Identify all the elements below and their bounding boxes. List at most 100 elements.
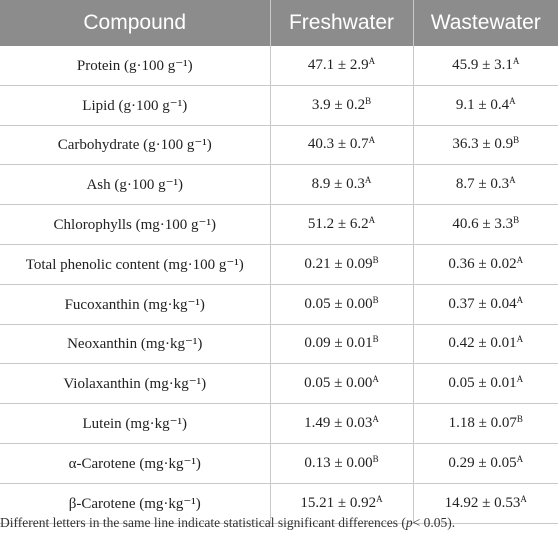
freshwater-significance-letter: B — [372, 453, 379, 464]
wastewater-significance-letter: A — [516, 254, 524, 265]
wastewater-cell: 0.42 ± 0.01A — [413, 324, 558, 365]
table-row: Lutein (mg·kg⁻¹) 1.49 ± 0.03A 1.18 ± 0.07B — [0, 403, 558, 444]
freshwater-significance-letter: A — [372, 414, 379, 425]
compound-label: Carbohydrate (g·100 g⁻¹) — [57, 137, 212, 154]
table-body: Protein (g·100 g⁻¹) 47.1 ± 2.9A 45.9 ± 3.1… — [0, 46, 558, 524]
freshwater-significance-letter: A — [368, 135, 376, 146]
wastewater-value: 40.6 ± 3.3 — [452, 216, 514, 233]
wastewater-value: 45.9 ± 3.1 — [452, 56, 513, 73]
freshwater-value: 51.2 ± 6.2 — [307, 216, 369, 233]
freshwater-cell: 40.3 ± 0.7A — [270, 125, 414, 166]
table-row: Chlorophylls (mg·100 g⁻¹) 51.2 ± 6.2A 40.6… — [0, 204, 558, 245]
freshwater-significance-letter: B — [372, 254, 379, 265]
wastewater-cell: 0.05 ± 0.01A — [413, 363, 558, 405]
wastewater-value: 1.18 ± 0.07 — [448, 415, 517, 432]
compound-cell: α-Carotene (mg·kg⁻¹) — [0, 443, 271, 484]
freshwater-value: 15.21 ± 0.92 — [300, 494, 377, 511]
table-row: Carbohydrate (g·100 g⁻¹) 40.3 ± 0.7A 36.3 … — [0, 125, 558, 166]
compound-cell: Protein (g·100 g⁻¹) — [0, 46, 271, 86]
freshwater-significance-letter: A — [368, 55, 376, 66]
wastewater-value: 14.92 ± 0.53 — [444, 494, 521, 511]
compound-label: β-Carotene (mg·kg⁻¹) — [68, 495, 201, 512]
compound-label: Chlorophylls (mg·100 g⁻¹) — [53, 217, 216, 234]
freshwater-value: 3.9 ± 0.2 — [311, 96, 366, 113]
freshwater-cell: 51.2 ± 6.2A — [270, 204, 414, 245]
freshwater-value: 0.13 ± 0.00 — [304, 454, 373, 471]
compound-cell: Lipid (g·100 g⁻¹) — [0, 85, 271, 126]
wastewater-significance-letter: A — [509, 175, 516, 186]
freshwater-significance-letter: A — [368, 215, 376, 226]
wastewater-cell: 36.3 ± 0.9B — [413, 125, 558, 166]
table-row: β-Carotene (mg·kg⁻¹) 15.21 ± 0.92A 14.92 ±… — [0, 483, 558, 524]
compound-cell: Chlorophylls (mg·100 g⁻¹) — [0, 204, 271, 245]
wastewater-significance-letter: A — [516, 294, 524, 305]
freshwater-cell: 0.21 ± 0.09B — [270, 244, 414, 285]
freshwater-value: 40.3 ± 0.7 — [307, 136, 369, 153]
wastewater-significance-letter: B — [513, 135, 520, 146]
freshwater-cell: 8.9 ± 0.3A — [270, 164, 414, 206]
compound-cell: Ash (g·100 g⁻¹) — [0, 164, 271, 206]
wastewater-value: 0.29 ± 0.05 — [448, 454, 517, 471]
wastewater-significance-letter: A — [516, 453, 524, 464]
wastewater-cell: 8.7 ± 0.3A — [413, 164, 558, 206]
table-row: Ash (g·100 g⁻¹) 8.9 ± 0.3A 8.7 ± 0.3A — [0, 164, 558, 206]
header-freshwater: Freshwater — [270, 0, 414, 46]
compound-label: Protein (g·100 g⁻¹) — [76, 57, 193, 74]
wastewater-value: 0.36 ± 0.02 — [448, 255, 517, 272]
wastewater-cell: 9.1 ± 0.4A — [413, 85, 558, 126]
wastewater-value: 0.42 ± 0.01 — [448, 335, 517, 352]
wastewater-cell: 0.37 ± 0.04A — [413, 284, 558, 325]
wastewater-value: 0.37 ± 0.04 — [448, 295, 517, 312]
freshwater-cell: 0.13 ± 0.00B — [270, 443, 414, 484]
header-wastewater: Wastewater — [413, 0, 558, 46]
freshwater-cell: 0.05 ± 0.00A — [270, 363, 414, 405]
wastewater-cell: 0.29 ± 0.05A — [413, 443, 558, 484]
wastewater-cell: 0.36 ± 0.02A — [413, 244, 558, 285]
freshwater-significance-letter: A — [364, 175, 372, 186]
compound-cell: Violaxanthin (mg·kg⁻¹) — [0, 363, 271, 405]
compound-cell: Total phenolic content (mg·100 g⁻¹) — [0, 244, 271, 285]
freshwater-significance-letter: B — [372, 334, 379, 345]
freshwater-cell: 0.05 ± 0.00B — [270, 284, 414, 325]
footnote-text-end: < 0.05). — [412, 515, 456, 530]
freshwater-value: 8.9 ± 0.3 — [311, 176, 365, 193]
compound-label: Ash (g·100 g⁻¹) — [86, 177, 184, 194]
compound-cell: β-Carotene (mg·kg⁻¹) — [0, 483, 271, 524]
table-row: Violaxanthin (mg·kg⁻¹) 0.05 ± 0.00A 0.05 ±… — [0, 363, 558, 405]
compound-label: Lipid (g·100 g⁻¹) — [82, 97, 188, 114]
table-row: Protein (g·100 g⁻¹) 47.1 ± 2.9A 45.9 ± 3.1… — [0, 46, 558, 86]
freshwater-value: 0.09 ± 0.01 — [304, 335, 373, 352]
compound-label: Neoxanthin (mg·kg⁻¹) — [67, 336, 203, 353]
freshwater-cell: 15.21 ± 0.92A — [270, 483, 414, 524]
wastewater-value: 9.1 ± 0.4 — [455, 96, 510, 113]
wastewater-value: 0.05 ± 0.01 — [448, 375, 517, 392]
compound-label: α-Carotene (mg·kg⁻¹) — [68, 455, 201, 472]
wastewater-significance-letter: A — [512, 55, 520, 66]
wastewater-significance-letter: A — [516, 374, 524, 385]
table-footnote: Different letters in the same line indic… — [0, 515, 558, 531]
footnote-p-italic: p — [405, 515, 413, 530]
freshwater-significance-letter: A — [372, 374, 379, 385]
compound-label: Lutein (mg·kg⁻¹) — [82, 416, 187, 433]
wastewater-value: 36.3 ± 0.9 — [452, 136, 514, 153]
freshwater-cell: 1.49 ± 0.03A — [270, 403, 414, 444]
table-row: Fucoxanthin (mg·kg⁻¹) 0.05 ± 0.00B 0.37 ± … — [0, 284, 558, 325]
compound-cell: Carbohydrate (g·100 g⁻¹) — [0, 125, 271, 166]
wastewater-cell: 1.18 ± 0.07B — [413, 403, 558, 444]
table-row: Total phenolic content (mg·100 g⁻¹) 0.21 … — [0, 244, 558, 285]
wastewater-cell: 40.6 ± 3.3B — [413, 204, 558, 245]
wastewater-value: 8.7 ± 0.3 — [455, 176, 510, 193]
compound-cell: Neoxanthin (mg·kg⁻¹) — [0, 324, 271, 365]
footnote-text: Different letters in the same line indic… — [0, 515, 406, 530]
compound-label: Total phenolic content (mg·100 g⁻¹) — [25, 256, 244, 273]
freshwater-cell: 3.9 ± 0.2B — [270, 85, 414, 126]
composition-table: Compound Freshwater Wastewater Protein (… — [0, 0, 558, 524]
freshwater-significance-letter: B — [372, 294, 379, 305]
freshwater-value: 0.21 ± 0.09 — [304, 255, 373, 272]
freshwater-value: 0.05 ± 0.00 — [304, 295, 373, 312]
freshwater-significance-letter: B — [365, 95, 372, 106]
freshwater-value: 0.05 ± 0.00 — [304, 375, 373, 392]
header-compound: Compound — [0, 0, 271, 46]
wastewater-cell: 45.9 ± 3.1A — [413, 46, 558, 86]
table-row: α-Carotene (mg·kg⁻¹) 0.13 ± 0.00B 0.29 ± 0… — [0, 443, 558, 484]
